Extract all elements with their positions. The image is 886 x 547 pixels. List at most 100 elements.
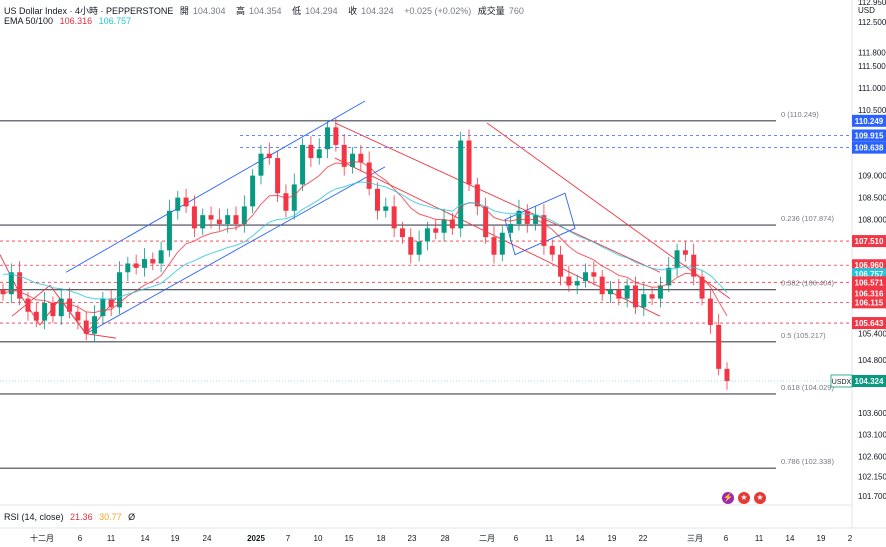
price-badge xyxy=(852,276,886,289)
price-badge-label: 110.249 xyxy=(855,117,884,126)
candle-body xyxy=(266,153,272,159)
candle-body xyxy=(333,127,339,145)
x-tick-label: 2025 xyxy=(247,534,265,543)
symbol-title[interactable]: US Dollar Index · 4小時 · PEPPERSTONE xyxy=(4,6,174,16)
lightning-icon[interactable]: ⚡ xyxy=(722,492,734,504)
ema50-line xyxy=(2,161,728,317)
candle-body xyxy=(574,281,580,286)
candle-body xyxy=(275,158,281,194)
candle-body xyxy=(216,219,222,224)
channel-lower-line xyxy=(85,166,386,335)
y-tick-label: 103.600 xyxy=(858,409,886,418)
candle-body xyxy=(25,298,31,312)
ohlc-low: 低 104.294 xyxy=(292,6,338,16)
x-tick-label: 14 xyxy=(141,534,150,543)
candle-body xyxy=(208,215,214,220)
price-badge xyxy=(852,374,886,387)
ohlc-high: 高 104.354 xyxy=(235,6,282,16)
ema-legend[interactable]: EMA 50/100 106.316 106.757 xyxy=(4,16,135,26)
symbol-badge-label: USDX xyxy=(832,379,852,386)
candle-body xyxy=(632,285,638,308)
candle-body xyxy=(33,311,39,321)
candle-body xyxy=(283,193,289,211)
candle-body xyxy=(666,267,672,286)
price-badge-label: 106.960 xyxy=(855,261,884,270)
y-tick-label: 111.500 xyxy=(858,62,886,71)
price-badge-label: 109.638 xyxy=(855,144,884,153)
candle-body xyxy=(166,210,172,251)
y-tick-label: 102.600 xyxy=(858,453,886,462)
candle-body xyxy=(641,294,647,308)
candle-body xyxy=(458,140,464,229)
candle-body xyxy=(183,197,189,207)
price-badge-label: 106.115 xyxy=(855,298,884,307)
candle-body xyxy=(416,241,422,255)
y-tick-label: 112.500 xyxy=(858,18,886,27)
candle-body xyxy=(241,206,247,224)
candle-body xyxy=(591,272,597,277)
candle-body xyxy=(449,219,455,229)
ema100-line xyxy=(2,181,728,301)
price-badge-label: 107.510 xyxy=(855,237,884,246)
candle-body xyxy=(8,272,14,295)
candle-body xyxy=(158,250,164,264)
candle-body xyxy=(691,254,697,277)
candle-body xyxy=(250,175,256,207)
candle-body xyxy=(707,298,713,325)
rsi-label: RSI (14, close) xyxy=(4,512,64,522)
candle-body xyxy=(433,228,439,233)
price-badge-label: 106.757 xyxy=(855,270,884,279)
candle-body xyxy=(67,298,73,312)
y-tick-label: 102.150 xyxy=(858,472,886,481)
candle-body xyxy=(58,298,64,317)
x-tick-label: 6 xyxy=(514,534,519,543)
ema50-value: 106.316 xyxy=(59,16,93,26)
fib-label: 0 (110.249) xyxy=(781,110,819,119)
fib-label: 0.382 (106.404) xyxy=(781,279,834,288)
candle-body xyxy=(441,219,447,233)
us-flag-icon-2[interactable]: ★ xyxy=(754,492,766,504)
candle-body xyxy=(141,259,147,268)
candle-body xyxy=(0,289,6,295)
channel-upper-line xyxy=(65,100,366,273)
x-tick-label: 24 xyxy=(203,534,212,543)
candle-body xyxy=(108,298,114,308)
candle-body xyxy=(524,210,530,224)
x-tick-label: 19 xyxy=(817,534,826,543)
candle-body xyxy=(399,228,405,238)
candle-body xyxy=(125,263,131,273)
candle-body xyxy=(549,245,555,255)
candle-body xyxy=(225,215,231,224)
candle-body xyxy=(607,289,613,295)
x-tick-label: 19 xyxy=(171,534,180,543)
candle-body xyxy=(50,303,56,317)
x-tick-label: 二月 xyxy=(479,534,495,543)
candle-body xyxy=(325,127,331,150)
candle-body xyxy=(150,259,156,264)
candle-body xyxy=(483,206,489,238)
rsi-value-3: Ø xyxy=(128,512,136,522)
rsi-legend[interactable]: RSI (14, close) 21.36 30.77 Ø xyxy=(4,512,139,522)
candle-body xyxy=(341,144,347,167)
price-badge xyxy=(852,141,886,154)
candle-body xyxy=(624,285,630,299)
price-badge-label: 105.643 xyxy=(855,319,884,328)
candle-body xyxy=(566,276,572,286)
rsi-value-1: 21.36 xyxy=(70,512,93,522)
candle-body xyxy=(316,149,322,159)
x-tick-label: 2 xyxy=(848,534,853,543)
y-tick-label: 104.800 xyxy=(858,356,886,365)
x-tick-label: 10 xyxy=(314,534,323,543)
candle-body xyxy=(657,285,663,299)
candle-body xyxy=(424,228,430,242)
y-tick-label: 103.100 xyxy=(858,431,886,440)
candle-body xyxy=(366,162,372,189)
x-tick-label: 23 xyxy=(408,534,417,543)
y-tick-label: 110.500 xyxy=(858,106,886,115)
candle-body xyxy=(474,184,480,207)
us-flag-icon[interactable]: ★ xyxy=(738,492,750,504)
candle-body xyxy=(716,324,722,369)
candle-body xyxy=(258,153,264,176)
fib-label: 0.786 (102.338) xyxy=(781,457,834,466)
